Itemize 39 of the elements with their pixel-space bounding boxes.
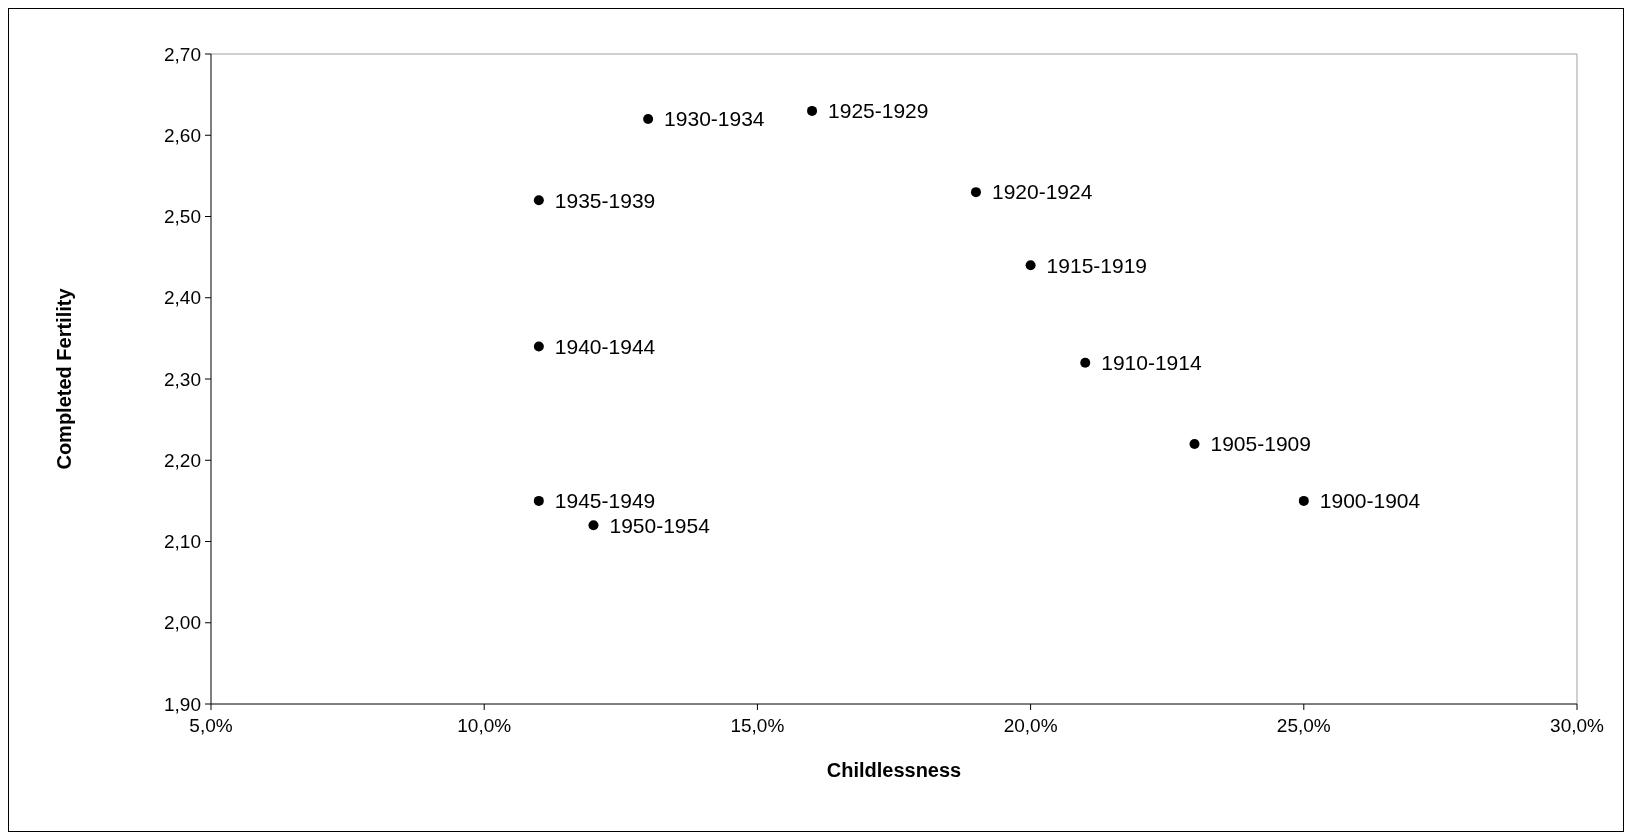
annotation: 1940-1944 [554, 334, 656, 358]
point [807, 105, 818, 116]
point [1025, 260, 1036, 271]
y-tick-label: 2,20 [164, 449, 201, 471]
point [1080, 357, 1091, 368]
annotation: 1930-1934 [664, 107, 765, 131]
y-axis-title: Completed Fertility [53, 287, 75, 470]
point [643, 114, 654, 124]
point [1189, 439, 1200, 449]
x-tick-label: 15,0% [730, 715, 785, 736]
x-tick-label: 30,0% [1550, 715, 1605, 736]
x-axis-title: Childlessness [826, 759, 962, 781]
x-tick-label: 10,0% [457, 715, 512, 736]
point [533, 195, 544, 206]
y-tick-label: 1,90 [164, 693, 201, 715]
point [533, 341, 544, 352]
y-tick-label: 2,40 [164, 287, 201, 309]
point [588, 520, 599, 531]
y-tick-label: 2,30 [164, 368, 201, 390]
annotation: 1935-1939 [554, 188, 656, 212]
annotation: 1945-1949 [554, 489, 656, 513]
annotation: 1950-1954 [609, 513, 711, 537]
annotation: 1925-1929 [828, 99, 929, 123]
annotation: 1905-1909 [1210, 432, 1311, 456]
point [1298, 495, 1309, 506]
y-tick-label: 2,70 [164, 43, 201, 65]
point [533, 495, 544, 506]
y-tick-label: 2,60 [164, 124, 201, 146]
x-tick-label: 20,0% [1003, 715, 1058, 736]
point [970, 187, 981, 198]
y-tick-label: 2,00 [164, 612, 201, 634]
y-tick-label: 2,10 [164, 531, 201, 553]
annotation: 1915-1919 [1046, 253, 1148, 277]
annotation: 1920-1924 [991, 180, 1093, 204]
x-tick-label: 5,0% [189, 715, 233, 736]
y-tick-label: 2,50 [164, 206, 201, 228]
x-tick-label: 25,0% [1276, 715, 1331, 736]
annotation: 1900-1904 [1319, 489, 1421, 513]
annotation: 1910-1914 [1101, 351, 1202, 375]
